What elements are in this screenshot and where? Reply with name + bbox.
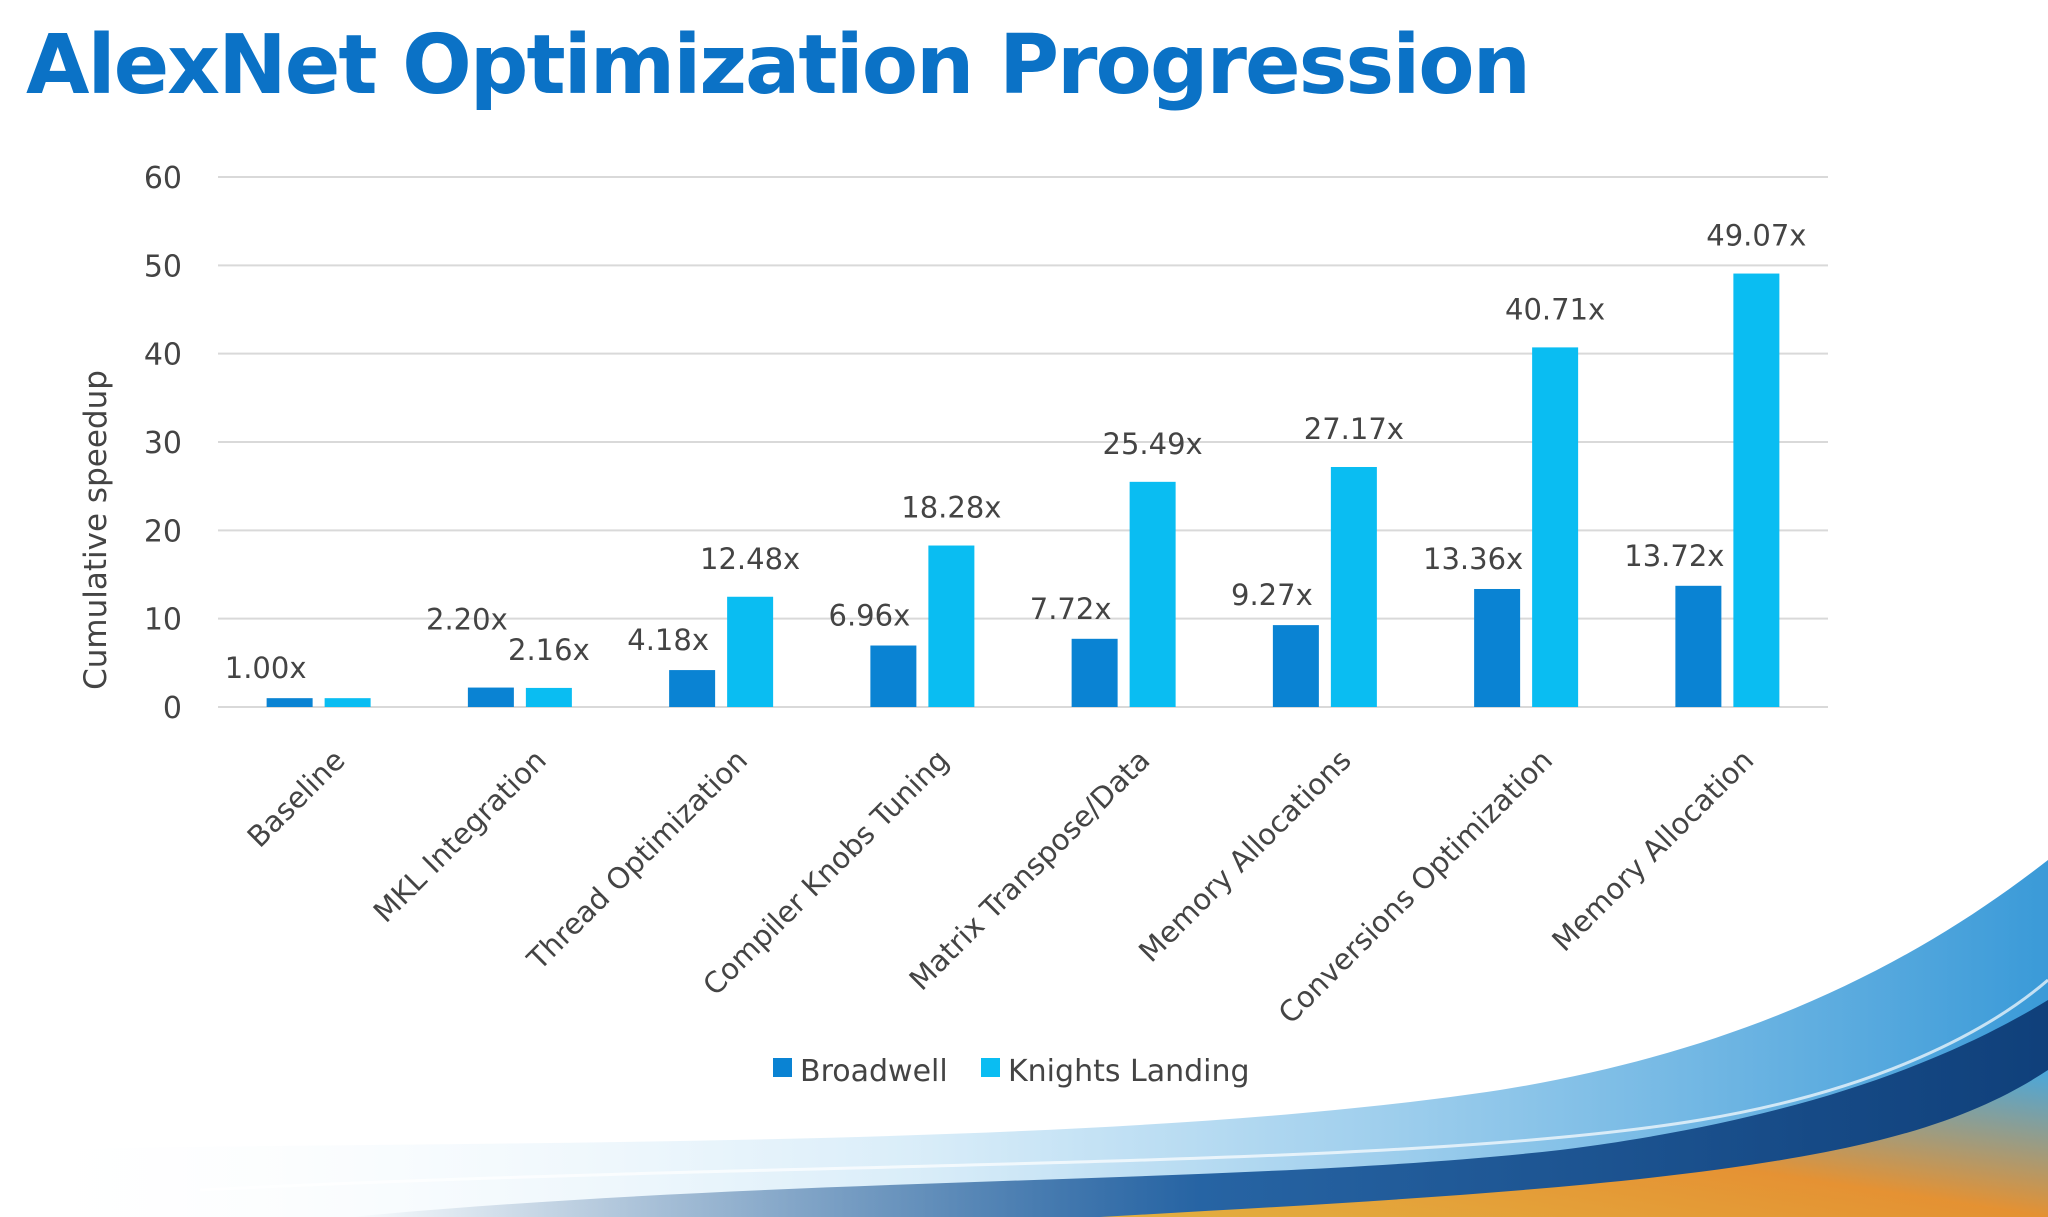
legend-label-knights-landing: Knights Landing — [1008, 1054, 1250, 1089]
bar-broadwell — [870, 645, 917, 707]
bar-knights-landing — [324, 698, 371, 707]
x-tick-label: Baseline — [241, 743, 352, 854]
data-label-knights-landing: 18.28x — [901, 491, 1001, 525]
bar-knights-landing — [1532, 347, 1579, 707]
data-label-broadwell: 1.00x — [225, 651, 307, 685]
bar-broadwell — [266, 698, 313, 707]
data-label-knights-landing: 27.17x — [1304, 412, 1404, 446]
data-label-broadwell: 13.72x — [1624, 539, 1724, 573]
bar-broadwell — [1071, 638, 1118, 707]
swoosh-highlight — [199, 978, 2048, 1192]
data-label-broadwell: 9.27x — [1231, 578, 1313, 612]
y-tick-label: 10 — [144, 603, 182, 638]
data-label-knights-landing: 25.49x — [1103, 427, 1203, 461]
data-label-knights-landing: 49.07x — [1706, 219, 1806, 253]
bar-broadwell — [1474, 588, 1521, 707]
legend-swatch-broadwell — [773, 1058, 792, 1077]
x-tick-label: Thread Optimization — [520, 743, 754, 977]
data-label-broadwell: 6.96x — [829, 599, 911, 633]
y-tick-label: 50 — [144, 249, 182, 284]
bars — [266, 273, 1780, 707]
bar-knights-landing — [727, 596, 774, 707]
bar-knights-landing — [1733, 273, 1780, 707]
y-tick-label: 0 — [163, 691, 182, 726]
x-tick-label: MKL Integration — [367, 743, 553, 929]
bar-knights-landing — [525, 687, 572, 707]
legend-swatch-knights-landing — [981, 1058, 1000, 1077]
x-tick-label: Memory Allocation — [1545, 743, 1760, 958]
swoosh-light — [0, 860, 2048, 1217]
data-label-broadwell: 13.36x — [1423, 542, 1523, 576]
swoosh-dark — [350, 1000, 2048, 1217]
bar-knights-landing — [1330, 466, 1377, 707]
bar-broadwell — [669, 670, 716, 707]
y-tick-label: 30 — [144, 426, 182, 461]
slide-title: AlexNet Optimization Progression — [26, 18, 1531, 113]
data-label-broadwell: 7.72x — [1030, 592, 1112, 626]
x-tick-label: Memory Allocations — [1132, 743, 1358, 969]
swoosh-chip — [1100, 1070, 2048, 1217]
y-tick-label: 40 — [144, 338, 182, 373]
y-axis-ticks: 0 10 20 30 40 50 60 — [144, 161, 182, 726]
data-label-knights-landing: 12.48x — [700, 542, 800, 576]
bar-knights-landing — [1129, 481, 1176, 707]
y-tick-label: 20 — [144, 514, 182, 549]
bar-broadwell — [467, 687, 514, 707]
y-axis-label: Cumulative speedup — [78, 370, 114, 690]
data-label-broadwell: 4.18x — [627, 623, 709, 657]
data-label-broadwell: 2.20x — [426, 603, 508, 637]
data-label-knights-landing: 2.16x — [508, 633, 590, 667]
bar-broadwell — [1675, 585, 1722, 707]
legend-label-broadwell: Broadwell — [800, 1054, 948, 1089]
legend: Broadwell Knights Landing — [773, 1054, 1250, 1089]
bar-broadwell — [1272, 625, 1319, 707]
data-label-knights-landing: 40.71x — [1505, 292, 1605, 326]
y-tick-label: 60 — [144, 161, 182, 196]
bar-knights-landing — [928, 545, 975, 707]
